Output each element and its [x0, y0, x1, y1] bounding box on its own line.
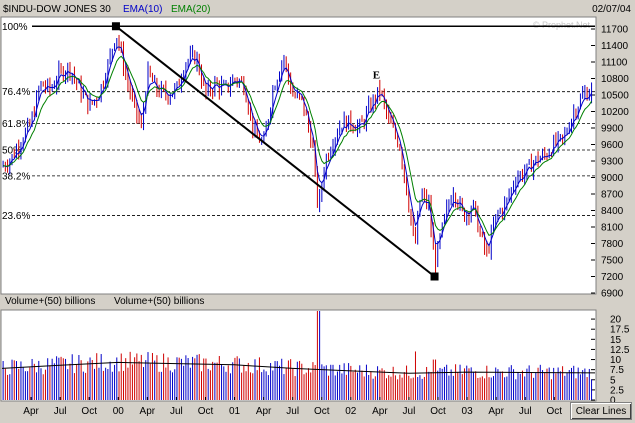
date-tick-label: Apr	[23, 406, 39, 417]
price-tick-label: 8700	[601, 190, 624, 201]
price-tick-label: 9900	[601, 124, 624, 135]
volume-bars	[2, 311, 593, 400]
price-tick-label: 9000	[601, 173, 624, 184]
date-tick-label: Jul	[519, 406, 532, 417]
volume-tick-label: 17.5	[610, 325, 630, 336]
trendline[interactable]	[111, 22, 439, 281]
volume-tick-label: 7.5	[610, 365, 624, 376]
price-tick-label: 11400	[601, 41, 629, 52]
date-tick-label: Apr	[140, 406, 156, 417]
date-tick-label: Jul	[54, 406, 67, 417]
date-axis: Apr Jul Oct 00 Apr Jul Oct 01 Apr Jul Oct 02 Apr Jul O…	[23, 397, 562, 417]
price-tick-label: 7200	[601, 272, 624, 283]
clear-lines-button[interactable]: Clear Lines	[570, 402, 632, 420]
date-tick-label: Jul	[170, 406, 183, 417]
price-tick-label: 8400	[601, 206, 624, 217]
price-tick-label: 10500	[601, 91, 629, 102]
date-tick-label: Apr	[488, 406, 504, 417]
symbol-label: $INDU-DOW JONES 30	[3, 4, 111, 15]
fib-level-label: 61.8%	[2, 119, 30, 130]
ema10-legend: EMA(10)	[123, 4, 162, 15]
volume-tick-label: 15	[610, 335, 622, 346]
date-tick-label: Jul	[403, 406, 416, 417]
date-tick-label: Oct	[547, 406, 563, 417]
annotation-e: E	[373, 70, 380, 82]
watermark: © Prophet.Net	[533, 20, 591, 30]
price-panel	[0, 16, 597, 295]
date-tick-label: Oct	[314, 406, 330, 417]
date-tick-label: 01	[229, 406, 241, 417]
annotation: E	[373, 70, 380, 82]
price-tick-label: 9600	[601, 140, 624, 151]
volume-tick-label: 0	[610, 396, 616, 407]
ema10-line	[2, 46, 593, 247]
date-tick-label: 03	[462, 406, 474, 417]
price-tick-label: 11700	[601, 25, 629, 36]
volume-tick-label: 2.5	[610, 385, 624, 396]
fib-level-label: 38.2%	[2, 171, 30, 182]
price-tick-label: 10200	[601, 107, 629, 118]
price-bars	[2, 34, 593, 276]
volume-average-line	[1, 361, 596, 374]
ema20-legend: EMA(20)	[171, 4, 210, 15]
volume-tick-label: 5	[610, 375, 616, 386]
ema-lines	[2, 46, 593, 247]
trendline-handle-end	[430, 272, 439, 281]
trendline-segment	[115, 25, 436, 278]
volume-panel	[0, 309, 597, 402]
fib-level-label: 50%	[2, 146, 22, 157]
date-tick-label: 02	[345, 406, 357, 417]
volume-tick-label: 12.5	[610, 345, 630, 356]
date-tick-label: Apr	[372, 406, 388, 417]
date-label: 02/07/04	[592, 4, 631, 15]
date-tick-label: Apr	[256, 406, 272, 417]
date-tick-label: Oct	[430, 406, 446, 417]
volume-label-1: Volume+(50) billions	[5, 296, 95, 307]
date-tick-label: Jul	[286, 406, 299, 417]
volume-tick-label: 10	[610, 355, 622, 366]
volume-average-path	[1, 361, 596, 374]
price-tick-label: 8100	[601, 223, 624, 234]
date-tick-label: 00	[113, 406, 125, 417]
ema20-line	[3, 55, 593, 237]
price-tick-label: 7800	[601, 239, 624, 250]
price-tick-label: 9300	[601, 157, 624, 168]
price-axis: 6900 7200 7500 7800 8100 8400 8700 9000 9300 9600…	[591, 25, 629, 300]
fib-level-label: 23.6%	[2, 211, 30, 222]
price-tick-label: 11100	[601, 58, 628, 69]
price-tick-label: 7500	[601, 256, 624, 267]
price-tick-label: 6900	[601, 289, 624, 300]
trendline-handle-start	[111, 22, 120, 31]
fib-level-label: 100%	[2, 22, 28, 33]
fibonacci-levels: 100% 76.4% 61.8% 50% 38.2% 23.6%	[2, 22, 595, 222]
volume-tick-label: 20	[610, 315, 622, 326]
date-tick-label: Oct	[81, 406, 97, 417]
price-tick-label: 10800	[601, 74, 629, 85]
volume-label-2: Volume+(50) billions	[114, 296, 204, 307]
fib-level-label: 76.4%	[2, 87, 30, 98]
date-tick-label: Oct	[198, 406, 214, 417]
